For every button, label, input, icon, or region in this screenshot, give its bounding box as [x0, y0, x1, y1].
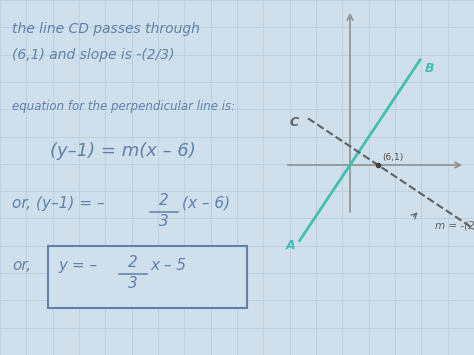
Text: x – 5: x – 5	[150, 258, 186, 273]
Text: or, (y–1) = –: or, (y–1) = –	[12, 196, 109, 211]
Text: or,: or,	[12, 258, 31, 273]
Text: (6,1): (6,1)	[382, 153, 403, 162]
FancyBboxPatch shape	[48, 246, 247, 308]
Text: 3: 3	[159, 214, 169, 229]
Text: 2: 2	[159, 193, 169, 208]
Text: (y–1) = m(x – 6): (y–1) = m(x – 6)	[50, 142, 196, 160]
Text: 3: 3	[128, 276, 138, 291]
Text: the line CD passes through: the line CD passes through	[12, 22, 200, 36]
Text: A: A	[286, 239, 295, 252]
Text: B: B	[425, 62, 435, 75]
Text: (6,1) and slope is -(2/3): (6,1) and slope is -(2/3)	[12, 48, 174, 62]
Text: m = -(2/3): m = -(2/3)	[435, 220, 474, 230]
Text: equation for the perpendicular line is:: equation for the perpendicular line is:	[12, 100, 235, 113]
Text: y = –: y = –	[58, 258, 97, 273]
Text: C: C	[290, 116, 299, 129]
Text: (x – 6): (x – 6)	[182, 196, 230, 211]
Text: 2: 2	[128, 255, 138, 270]
